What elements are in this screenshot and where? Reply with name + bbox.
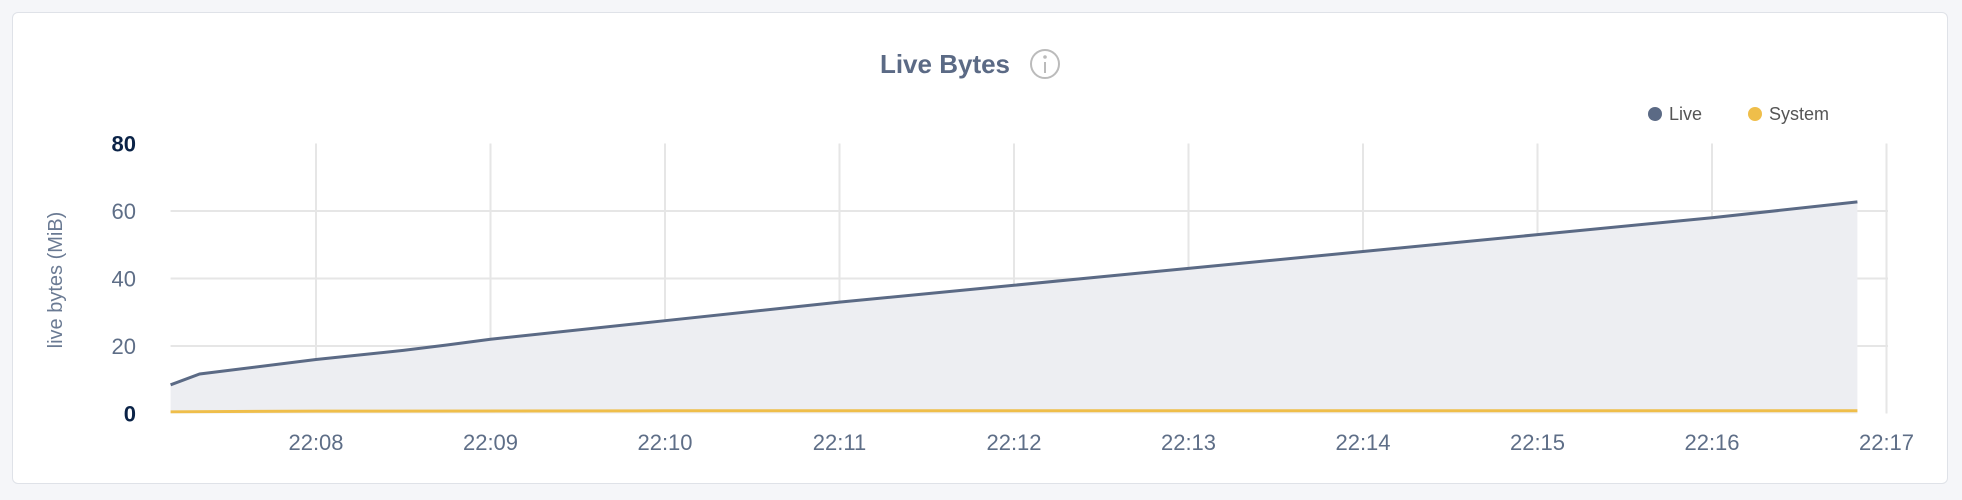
y-tick-label: 40 — [112, 267, 136, 292]
x-tick-label: 22:14 — [1335, 430, 1390, 455]
x-tick-label: 22:16 — [1684, 430, 1739, 455]
x-tick-label: 22:15 — [1510, 430, 1565, 455]
legend-item-live: Live — [1648, 104, 1702, 124]
legend-label: Live — [1669, 104, 1702, 124]
legend-swatch — [1748, 107, 1762, 121]
x-tick-label: 22:09 — [463, 430, 518, 455]
legend-item-system: System — [1748, 104, 1829, 124]
legend-label: System — [1769, 104, 1829, 124]
series-live-line — [170, 200, 1858, 387]
info-icon[interactable] — [1030, 49, 1060, 79]
x-tick-label: 22:12 — [986, 430, 1041, 455]
y-tick-label: 60 — [112, 199, 136, 224]
chart-title: Live Bytes — [880, 49, 1010, 79]
y-tick-label: 20 — [112, 334, 136, 359]
x-tick-label: 22:11 — [813, 430, 866, 455]
x-tick-label: 22:17 — [1859, 430, 1914, 455]
y-axis-label: live bytes (MiB) — [45, 212, 67, 349]
legend-swatch — [1648, 107, 1662, 121]
series-system-line — [170, 409, 1858, 414]
x-tick-label: 22:10 — [637, 430, 692, 455]
y-tick-label: 80 — [112, 132, 136, 157]
x-tick-label: 22:13 — [1161, 430, 1216, 455]
x-tick-label: 22:08 — [288, 430, 343, 455]
series-live-area — [170, 201, 1858, 414]
y-tick-label: 0 — [124, 402, 136, 427]
